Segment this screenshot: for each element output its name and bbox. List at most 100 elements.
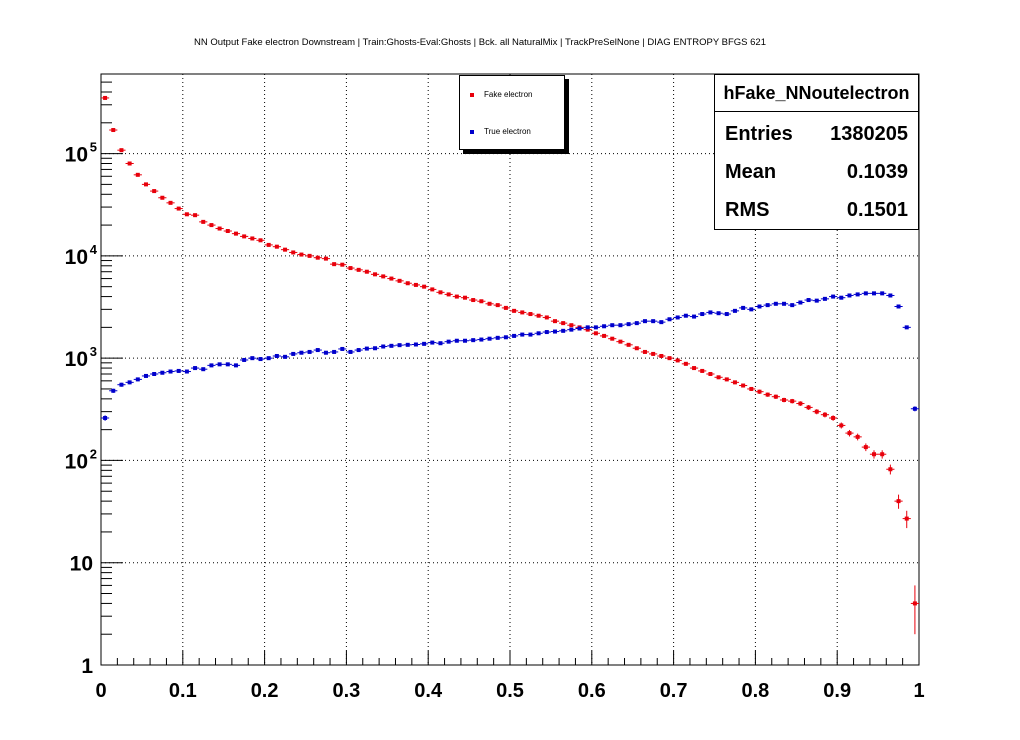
y-tick-exponent: 2: [90, 446, 97, 461]
x-tick-label: 0.1: [169, 680, 197, 702]
data-point: [632, 321, 641, 326]
marker: [708, 310, 713, 315]
marker: [741, 383, 746, 388]
marker: [397, 343, 402, 348]
marker: [512, 308, 517, 313]
data-point: [689, 314, 699, 319]
data-point: [199, 219, 208, 224]
marker: [209, 363, 214, 368]
marker: [422, 341, 427, 346]
marker: [765, 392, 770, 397]
marker: [364, 269, 369, 274]
marker: [839, 423, 844, 428]
data-point: [428, 287, 437, 292]
marker: [692, 314, 697, 319]
data-point: [174, 206, 183, 211]
marker: [250, 236, 255, 241]
data-point: [649, 351, 658, 356]
marker: [332, 349, 337, 354]
data-point: [223, 229, 232, 234]
data-point: [567, 323, 576, 328]
data-point: [902, 325, 911, 330]
data-point: [477, 299, 486, 304]
marker: [757, 389, 762, 394]
marker: [724, 377, 729, 382]
data-point: [616, 323, 625, 328]
marker: [904, 516, 909, 521]
marker: [487, 301, 492, 306]
marker: [782, 397, 787, 402]
marker: [299, 350, 304, 355]
marker: [880, 291, 885, 296]
data-point: [681, 361, 690, 366]
data-point: [599, 333, 609, 338]
marker: [356, 267, 361, 272]
marker: [127, 380, 132, 385]
data-point: [444, 292, 453, 297]
data-point: [330, 262, 339, 267]
marker: [806, 298, 811, 303]
data-point: [305, 349, 314, 354]
data-point: [559, 328, 568, 333]
data-point: [820, 412, 830, 418]
marker: [806, 405, 811, 410]
data-point: [902, 510, 911, 529]
data-point: [133, 172, 142, 177]
stats-row-entries: Entries 1380205: [725, 115, 908, 153]
marker: [618, 339, 623, 344]
marker: [528, 312, 533, 317]
marker: [258, 357, 263, 362]
marker: [569, 323, 574, 328]
data-point: [395, 278, 404, 283]
y-tick-label: 10: [65, 450, 88, 473]
data-point: [640, 319, 650, 324]
x-tick-label: 1: [913, 680, 924, 702]
marker: [446, 292, 451, 297]
marker: [405, 281, 410, 286]
data-point: [910, 406, 919, 412]
data-point: [853, 292, 862, 297]
legend-label-fake: Fake electron: [484, 90, 533, 99]
data-point: [330, 349, 339, 354]
data-point: [730, 380, 740, 385]
data-point: [289, 250, 298, 255]
data-point: [706, 310, 715, 315]
data-point: [436, 290, 445, 295]
marker: [356, 348, 361, 353]
data-point: [338, 346, 347, 351]
data-point: [763, 392, 772, 397]
data-point: [313, 255, 322, 260]
marker: [315, 348, 320, 353]
chart-title: NN Output Fake electron Downstream | Tra…: [194, 37, 766, 48]
marker: [479, 337, 484, 342]
marker: [315, 255, 320, 260]
marker: [741, 305, 746, 310]
axis-ticks: [100, 73, 920, 666]
marker: [201, 219, 206, 224]
x-tick-label: 0.9: [823, 680, 851, 702]
data-point: [477, 337, 486, 342]
data-point: [681, 313, 690, 318]
data-point: [649, 319, 658, 324]
data-point: [755, 389, 764, 394]
data-point: [158, 195, 167, 200]
marker: [602, 324, 607, 329]
marker: [675, 315, 680, 320]
data-point: [550, 329, 560, 334]
data-point: [272, 353, 281, 358]
y-tick-exponent: 5: [90, 140, 97, 155]
legend-entry-true: True electron: [470, 126, 531, 138]
data-point: [747, 386, 756, 391]
data-point: [755, 304, 764, 309]
data-point: [591, 325, 600, 330]
marker: [283, 247, 288, 252]
marker: [135, 377, 140, 382]
data-point: [150, 371, 159, 376]
data-point: [387, 343, 396, 348]
legend: Fake electron True electron: [459, 75, 565, 150]
data-point: [207, 363, 216, 368]
data-point: [714, 311, 723, 316]
marker: [872, 452, 877, 457]
data-point: [403, 342, 412, 347]
marker: [193, 366, 198, 371]
